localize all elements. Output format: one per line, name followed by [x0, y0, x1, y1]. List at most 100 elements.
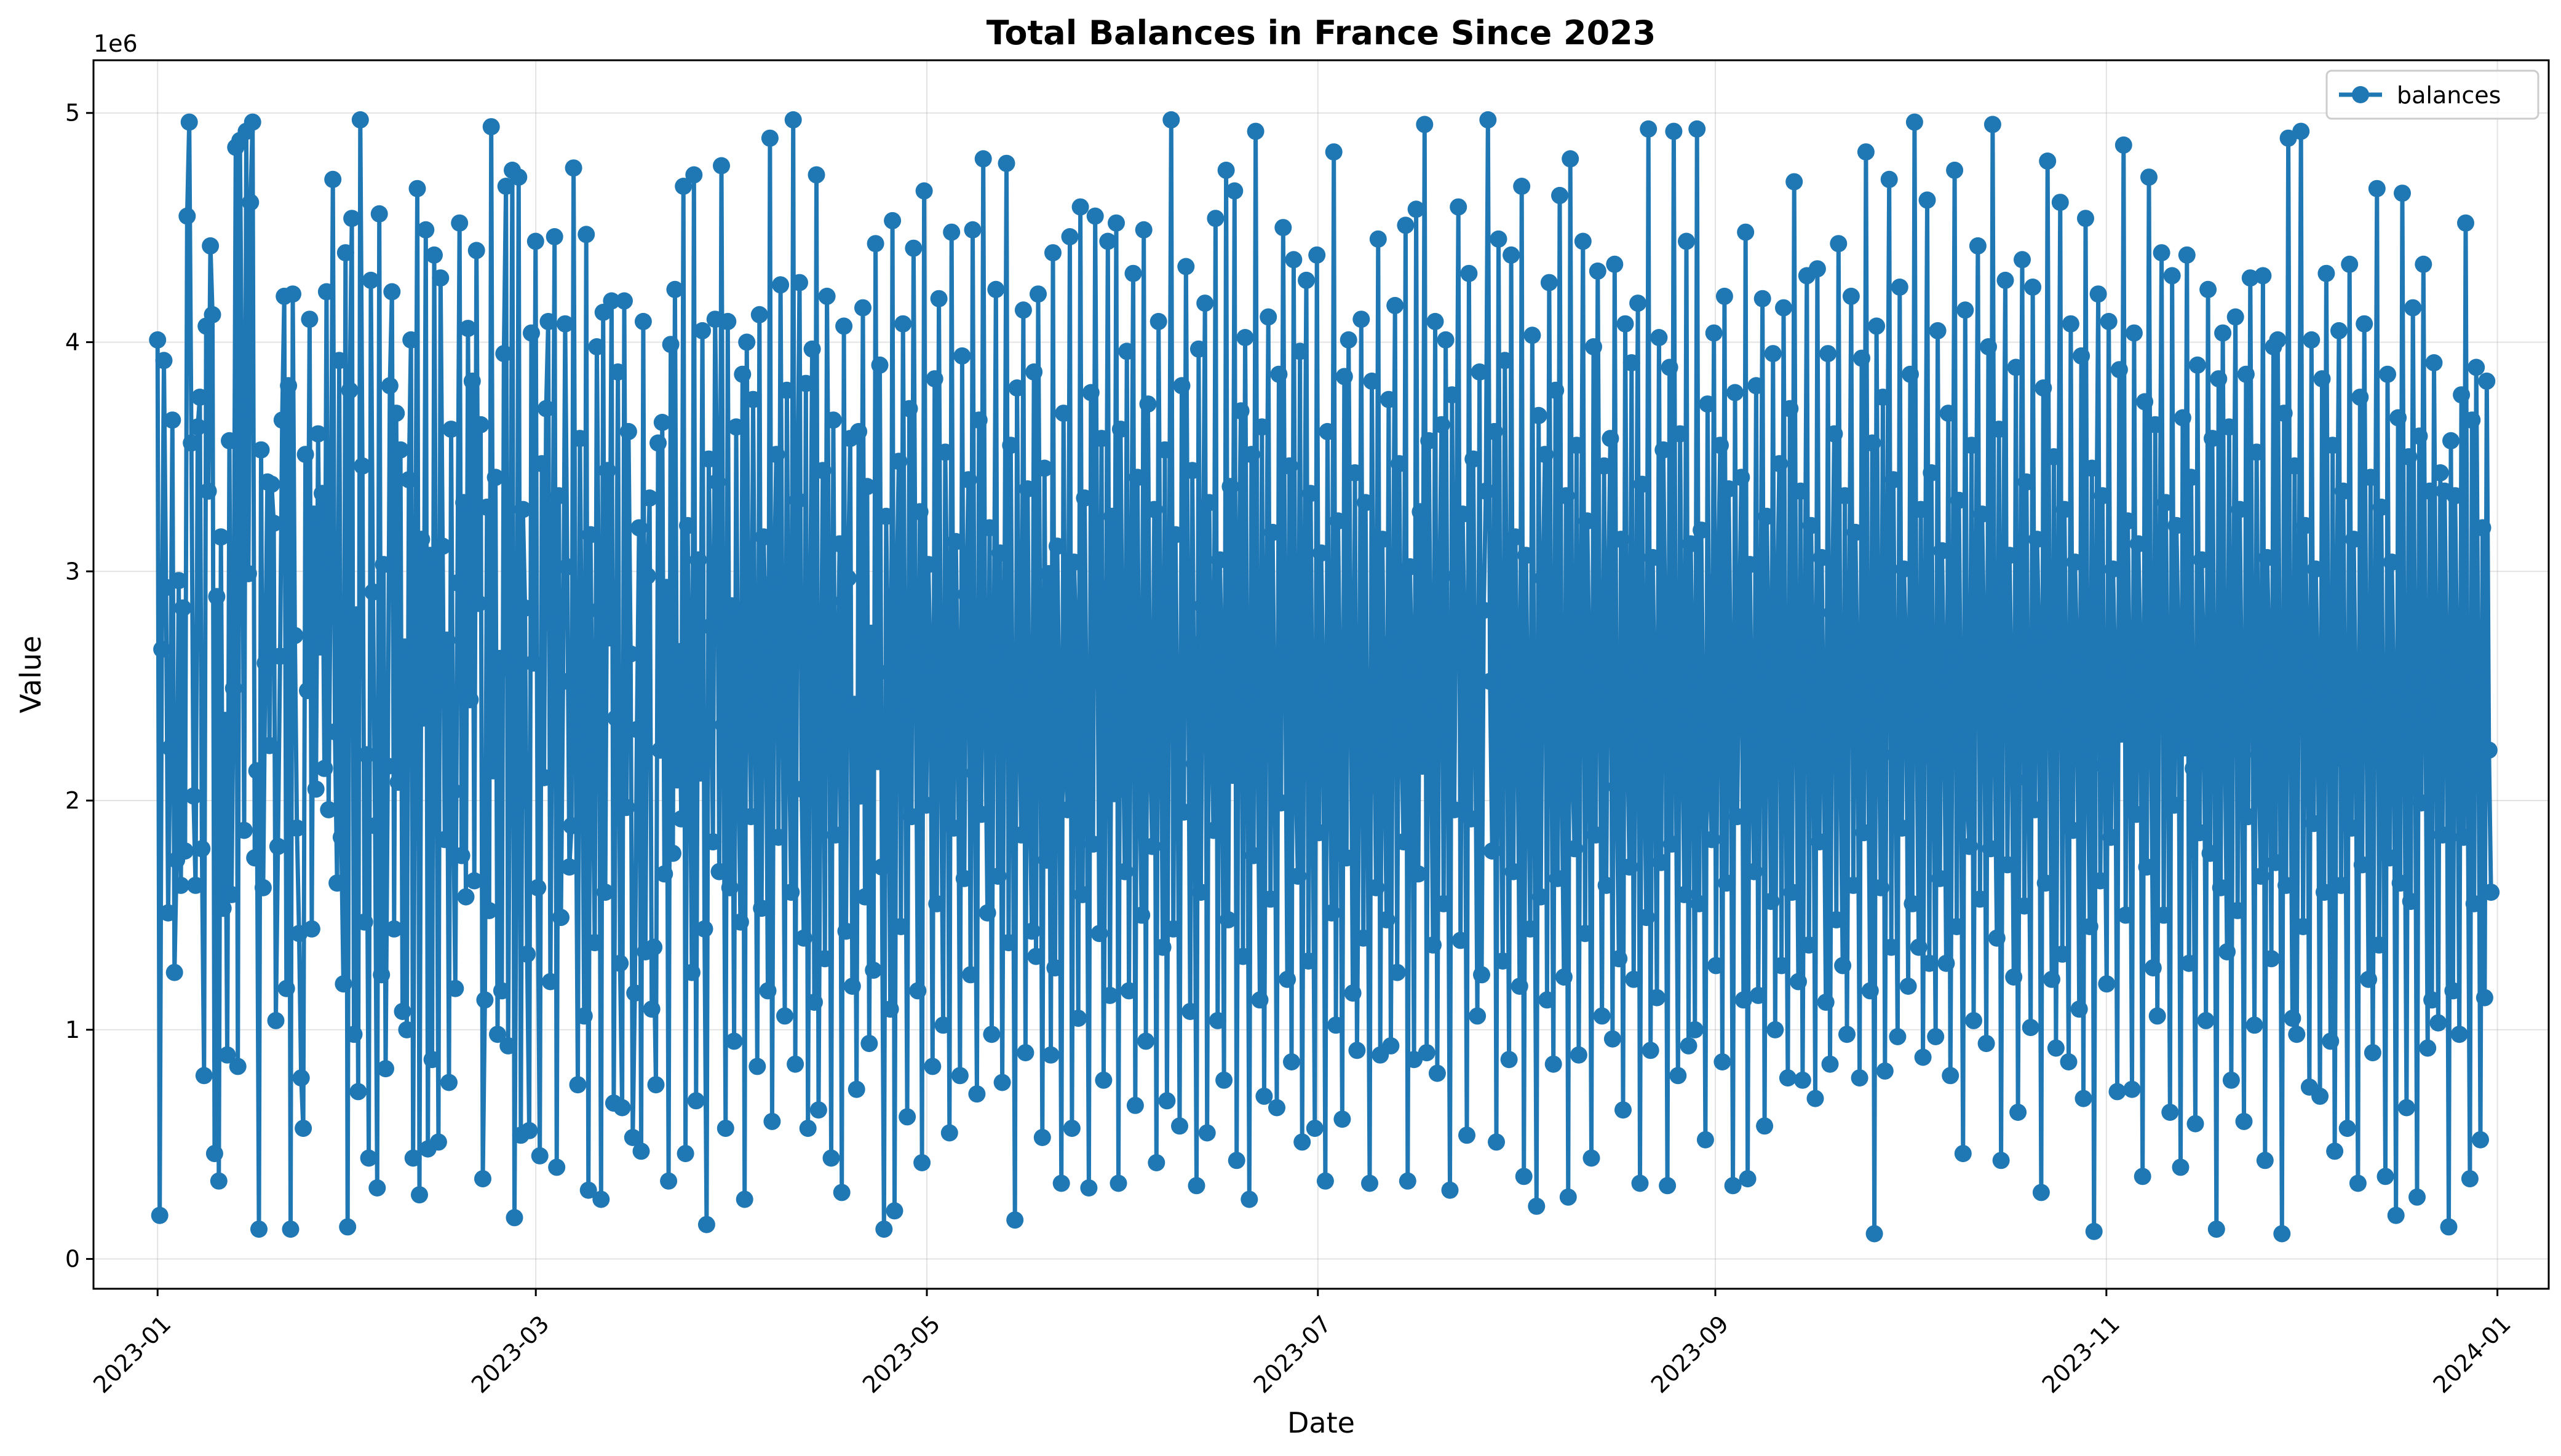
data-point-balances — [582, 526, 600, 544]
data-point-balances — [254, 879, 272, 896]
data-point-balances — [1730, 627, 1748, 644]
data-point-balances — [2186, 1115, 2204, 1133]
data-point-balances — [1027, 948, 1045, 965]
data-point-balances — [261, 737, 279, 754]
data-point-balances — [1661, 358, 1678, 376]
data-point-balances — [510, 168, 528, 186]
data-point-balances — [987, 280, 1005, 298]
data-point-balances — [1562, 150, 1579, 168]
data-point-balances — [489, 1026, 506, 1043]
data-point-balances — [1779, 1069, 1797, 1087]
data-point-balances — [1354, 929, 1372, 947]
data-point-balances — [1287, 774, 1304, 791]
data-point-balances — [1232, 402, 1250, 420]
data-point-balances — [1663, 835, 1680, 853]
data-point-balances — [2210, 370, 2228, 388]
data-point-balances — [1773, 957, 1790, 975]
data-point-balances — [799, 1120, 817, 1138]
data-point-balances — [368, 1179, 386, 1197]
data-point-balances — [2178, 246, 2196, 264]
data-point-balances — [155, 352, 173, 370]
data-point-balances — [1538, 991, 1556, 1009]
data-point-balances — [1790, 973, 1807, 991]
data-point-balances — [1475, 601, 1493, 619]
data-point-balances — [2448, 668, 2466, 686]
data-point-balances — [1916, 617, 1934, 635]
data-point-balances — [2244, 670, 2261, 688]
data-point-balances — [1929, 322, 1947, 339]
data-point-balances — [879, 663, 897, 681]
data-point-balances — [233, 400, 251, 417]
data-point-balances — [248, 762, 266, 780]
data-point-balances — [1213, 654, 1231, 672]
data-point-balances — [1304, 764, 1322, 782]
data-point-balances — [309, 425, 327, 443]
data-point-balances — [1747, 377, 1765, 395]
data-point-balances — [1793, 1071, 1811, 1089]
data-point-balances — [689, 551, 707, 569]
data-point-balances — [1333, 1110, 1351, 1128]
data-point-balances — [1591, 684, 1609, 702]
data-point-balances — [381, 377, 399, 395]
data-point-balances — [1428, 1064, 1446, 1082]
data-point-balances — [1352, 311, 1370, 328]
data-point-balances — [1057, 758, 1074, 775]
data-point-balances — [2110, 361, 2128, 379]
data-point-balances — [1253, 418, 1271, 436]
data-point-balances — [964, 221, 982, 239]
data-point-balances — [1065, 553, 1083, 571]
data-point-balances — [1555, 968, 1573, 986]
data-point-balances — [725, 1032, 743, 1050]
data-point-balances — [1889, 1028, 1907, 1045]
data-point-balances — [514, 501, 532, 518]
data-point-balances — [1046, 959, 1064, 977]
data-point-balances — [548, 1158, 566, 1176]
data-point-balances — [700, 450, 718, 468]
data-point-balances — [1350, 748, 1368, 766]
data-point-balances — [1986, 737, 2004, 754]
data-point-balances — [394, 1003, 411, 1020]
data-point-balances — [907, 638, 924, 656]
data-point-balances — [757, 633, 775, 651]
data-point-balances — [558, 558, 576, 576]
data-point-balances — [1895, 560, 1913, 578]
data-point-balances — [2136, 393, 2154, 411]
data-point-balances — [282, 1221, 300, 1238]
data-point-balances — [341, 381, 359, 399]
data-point-balances — [466, 872, 483, 890]
data-point-balances — [1120, 982, 1138, 1000]
data-point-balances — [1164, 920, 1182, 938]
data-point-balances — [1071, 198, 1089, 216]
data-point-balances — [395, 638, 413, 656]
data-point-balances — [1523, 326, 1541, 344]
data-point-balances — [617, 799, 635, 817]
data-point-balances — [2100, 312, 2118, 330]
data-point-balances — [2085, 1222, 2103, 1240]
data-point-balances — [1346, 464, 1364, 481]
data-point-balances — [172, 876, 189, 894]
data-point-balances — [2330, 322, 2348, 339]
data-point-balances — [626, 984, 644, 1002]
data-point-balances — [1806, 1090, 1824, 1107]
data-point-balances — [662, 336, 680, 354]
data-point-balances — [1011, 679, 1028, 697]
data-point-balances — [1603, 1030, 1621, 1048]
data-point-balances — [1055, 405, 1073, 422]
data-point-balances — [2463, 411, 2481, 429]
data-point-balances — [364, 583, 382, 601]
data-point-balances — [229, 1058, 247, 1075]
data-point-balances — [985, 645, 1003, 663]
data-point-balances — [1701, 774, 1718, 791]
data-point-balances — [945, 819, 963, 837]
data-point-balances — [1712, 437, 1729, 454]
data-point-balances — [326, 723, 344, 741]
data-point-balances — [768, 446, 785, 464]
data-point-balances — [2201, 844, 2219, 862]
data-point-balances — [267, 1011, 285, 1029]
data-point-balances — [1215, 1071, 1233, 1089]
data-point-balances — [1644, 548, 1662, 566]
data-point-balances — [1857, 143, 1875, 161]
data-point-balances — [2068, 654, 2086, 672]
data-point-balances — [903, 808, 920, 826]
data-point-balances — [860, 1035, 878, 1053]
